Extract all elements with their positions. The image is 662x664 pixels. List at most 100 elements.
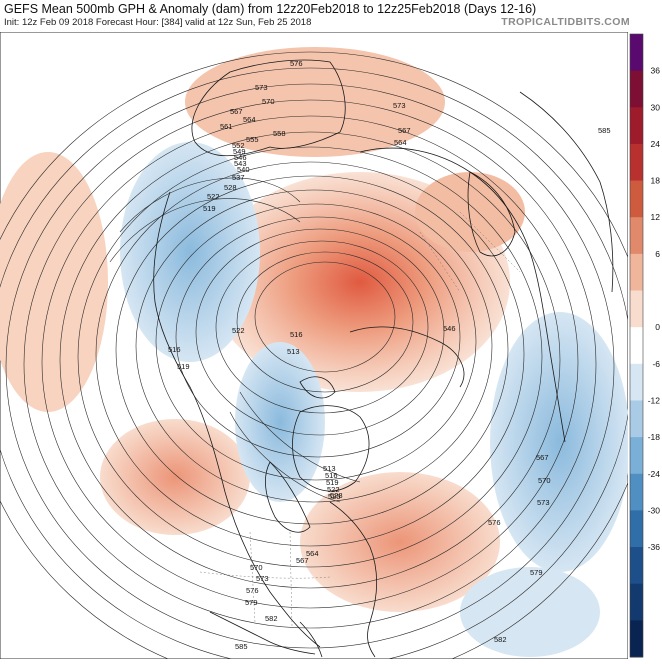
contour-label: 573 (393, 101, 406, 110)
contour-label: 528 (330, 491, 343, 500)
colorbar-segment (630, 107, 643, 145)
contour-label: 573 (255, 83, 268, 92)
north-america-east-coast (329, 501, 378, 658)
colorbar-segment (630, 583, 643, 621)
positive-anomaly-alaska-siberia-north (185, 47, 445, 157)
colorbar-segment (630, 473, 643, 511)
contour-label: 585 (598, 126, 611, 135)
colorbar-tick-label: 12 (651, 212, 661, 222)
contour-label: 519 (203, 204, 216, 213)
colorbar-segment (630, 437, 643, 475)
colorbar-segment (630, 253, 643, 292)
colorbar-segment (630, 180, 643, 218)
contour-label: 549 (233, 147, 246, 156)
contour-label: 558 (273, 129, 286, 138)
positive-anomaly-north-pacific-west (0, 152, 108, 412)
eurasia-coast (359, 147, 566, 443)
contour-label: 528 (224, 183, 237, 192)
colorbar-frame (629, 33, 644, 658)
negative-anomaly-asia-east (490, 312, 628, 572)
contour-label: 570 (538, 476, 551, 485)
colorbar-segment (630, 327, 643, 365)
contour-label: 555 (246, 135, 259, 144)
coastlines (153, 59, 614, 658)
contour-label: 576 (246, 586, 259, 595)
contour-label: 546 (234, 153, 247, 162)
contour-label: 573 (537, 498, 550, 507)
contour-label: 576 (488, 518, 501, 527)
contour-label: 561 (220, 122, 233, 131)
positive-anomaly-europe (415, 172, 525, 252)
hudson-bay (265, 461, 311, 533)
political-borders (199, 211, 521, 628)
anomaly-shading (0, 47, 628, 657)
contour-label: 579 (530, 568, 543, 577)
positive-anomaly-pacific-ne (100, 419, 250, 535)
map-header: GEFS Mean 500mb GPH & Anomaly (dam) from… (0, 0, 662, 32)
colorbar-segment (630, 363, 643, 401)
anomaly-colorbar: 36 30 24 18 12 6 0 -6 -12 -18 -24 -30 -36 (628, 32, 662, 659)
contour-label: 564 (306, 549, 319, 558)
colorbar-segment (630, 290, 643, 328)
colorbar-tick-label: -12 (648, 395, 661, 405)
map-canvas: 576 573 570 567 564 561 558 555 552 549 … (0, 31, 629, 660)
colorbar-tick-label: -30 (648, 505, 661, 515)
colorbar-tick-label: 6 (655, 249, 660, 259)
negative-anomaly-alaska-pacific (120, 142, 260, 362)
contour-label: 564 (243, 115, 256, 124)
colorbar-segment (630, 620, 643, 658)
colorbar-segment (630, 34, 643, 72)
colorbar-tick-label: -24 (648, 469, 661, 479)
contour-label: 525 (328, 492, 341, 501)
contour-label: 522 (327, 485, 340, 494)
colorbar-tick-label: 18 (651, 176, 661, 186)
colorbar-tick-label: 30 (651, 102, 661, 112)
contour-label: 543 (234, 159, 247, 168)
colorbar-segment (630, 547, 643, 585)
negative-anomaly-atlantic-south (460, 567, 600, 657)
contour-label: 522 (232, 326, 245, 335)
contour-label: 546 (443, 324, 456, 333)
colorbar-canvas: 36 30 24 18 12 6 0 -6 -12 -18 -24 -30 -36 (629, 33, 661, 658)
contour-label-layer: 576 573 570 567 564 561 558 555 552 549 … (168, 59, 611, 651)
colorbar-tick-label: -6 (652, 359, 660, 369)
alaska-coast (191, 59, 346, 157)
contour-label: 567 (296, 556, 309, 565)
florida (299, 621, 323, 658)
asia-east (519, 91, 614, 293)
colorbar-tick-label: 0 (655, 322, 660, 332)
mexico (209, 611, 316, 655)
colorbar-tick-label: -18 (648, 432, 661, 442)
positive-anomaly-eastern-us (300, 472, 500, 612)
contour-label: 576 (290, 59, 303, 68)
contour-label: 567 (230, 107, 243, 116)
siberia-north (349, 326, 465, 388)
contour-label: 513 (287, 347, 300, 356)
colorbar-segment (630, 143, 643, 182)
contour-label: 567 (536, 453, 549, 462)
contour-label: 582 (265, 614, 278, 623)
colorbar-segment (630, 400, 643, 438)
north-america-west-coast (153, 191, 321, 648)
map-panel: 576 573 570 567 564 561 558 555 552 549 … (0, 31, 629, 660)
contour-label: 513 (323, 464, 336, 473)
contour-label: 540 (237, 165, 250, 174)
scandinavia (467, 171, 516, 257)
contour-label: 570 (262, 97, 275, 106)
contour-label: 579 (245, 598, 258, 607)
colorbar-tick-label: 36 (651, 66, 661, 76)
map-title: GEFS Mean 500mb GPH & Anomaly (dam) from… (4, 2, 537, 16)
contour-label: 519 (326, 478, 339, 487)
colorbar-tick-label: 24 (651, 139, 661, 149)
colorbar-segment (630, 70, 643, 108)
greenland (292, 405, 370, 492)
contour-label: 519 (177, 362, 190, 371)
arctic-islands (299, 376, 336, 399)
contour-label: 516 (168, 345, 181, 354)
map-subtitle: Init: 12z Feb 09 2018 Forecast Hour: [38… (4, 17, 312, 28)
contour-label: 573 (256, 574, 269, 583)
negative-anomaly-canada-west (235, 342, 325, 502)
brand-watermark: TROPICALTIDBITS.COM (501, 16, 630, 28)
contour-label: 585 (235, 642, 248, 651)
contour-label: 516 (325, 471, 338, 480)
